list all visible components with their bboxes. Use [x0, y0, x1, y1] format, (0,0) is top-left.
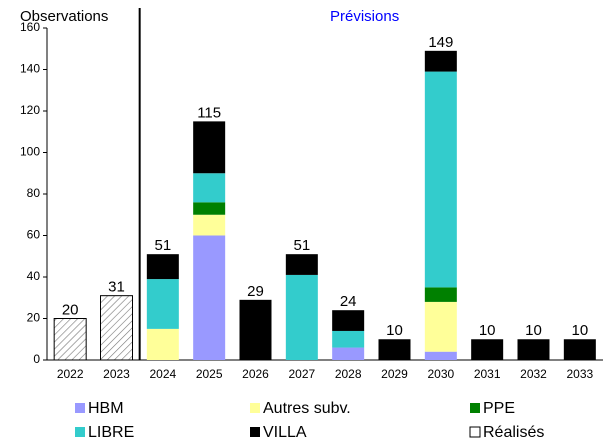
- total-label: 29: [247, 283, 264, 300]
- x-tick-label: 2027: [288, 367, 315, 381]
- x-tick-label: 2028: [335, 367, 362, 381]
- total-label: 149: [428, 34, 453, 51]
- y-tick-label: 0: [33, 352, 40, 366]
- total-label: 115: [197, 104, 221, 121]
- x-tick-label: 2023: [103, 367, 130, 381]
- legend-label: Réalisés: [483, 424, 544, 441]
- total-label: 24: [340, 293, 357, 310]
- x-tick-label: 2033: [566, 367, 593, 381]
- total-label: 20: [62, 301, 79, 318]
- legend-label: Autres subv.: [263, 400, 351, 417]
- bar-segment: [424, 351, 457, 360]
- legend-swatch: [250, 427, 260, 437]
- y-tick-label: 40: [27, 269, 41, 283]
- bar-segment: [193, 121, 226, 174]
- y-tick-label: 80: [27, 186, 41, 200]
- x-tick-label: 2026: [242, 367, 269, 381]
- total-label: 10: [525, 322, 542, 339]
- bar-segment: [193, 214, 226, 236]
- bar-segment: [424, 50, 457, 72]
- x-tick-label: 2024: [149, 367, 176, 381]
- bar-segment: [332, 310, 365, 331]
- total-label: 51: [293, 237, 310, 254]
- bar-segment: [563, 339, 596, 360]
- x-tick-label: 2025: [196, 367, 223, 381]
- bar-segment: [471, 339, 504, 360]
- y-tick-label: 100: [20, 145, 40, 159]
- bar-segment: [193, 173, 226, 203]
- observations-label: Observations: [20, 8, 108, 25]
- total-label: 10: [386, 322, 403, 339]
- legend-label: HBM: [88, 400, 124, 417]
- legend-swatch: [470, 403, 480, 413]
- y-tick-label: 160: [20, 20, 40, 34]
- bar-segment: [193, 202, 226, 215]
- bar-segment: [100, 295, 133, 361]
- legend-swatch: [75, 427, 85, 437]
- forecast-label: Prévisions: [330, 8, 399, 25]
- bar-segment: [424, 287, 457, 302]
- bar-segment: [378, 339, 411, 360]
- bar-segment: [146, 254, 179, 280]
- x-tick-label: 2022: [57, 367, 84, 381]
- bar-segment: [424, 301, 457, 352]
- total-label: 10: [571, 322, 588, 339]
- bar-segment: [239, 299, 272, 360]
- total-label: 31: [108, 279, 125, 296]
- legend-label: LIBRE: [88, 424, 134, 441]
- y-tick-label: 140: [20, 62, 40, 76]
- bar-segment: [285, 274, 318, 360]
- x-tick-label: 2032: [520, 367, 547, 381]
- bar-segment: [332, 330, 365, 348]
- y-tick-label: 120: [20, 103, 40, 117]
- total-label: 10: [479, 322, 496, 339]
- x-tick-label: 2031: [474, 367, 501, 381]
- bar-segment: [53, 318, 87, 361]
- legend-swatch: [469, 426, 481, 438]
- y-tick-label: 20: [27, 311, 41, 325]
- legend-swatch: [250, 403, 260, 413]
- x-tick-label: 2029: [381, 367, 408, 381]
- y-tick-label: 60: [27, 228, 41, 242]
- legend-swatch: [75, 403, 85, 413]
- bar-segment: [517, 339, 550, 360]
- bar-segment: [285, 254, 318, 275]
- bar-segment: [332, 347, 365, 360]
- legend-label: PPE: [483, 400, 515, 417]
- total-label: 51: [154, 237, 171, 254]
- x-tick-label: 2030: [427, 367, 454, 381]
- bar-segment: [146, 328, 179, 360]
- bar-segment: [424, 71, 457, 288]
- legend-label: VILLA: [263, 424, 307, 441]
- bar-segment: [146, 279, 179, 329]
- bar-segment: [193, 235, 226, 360]
